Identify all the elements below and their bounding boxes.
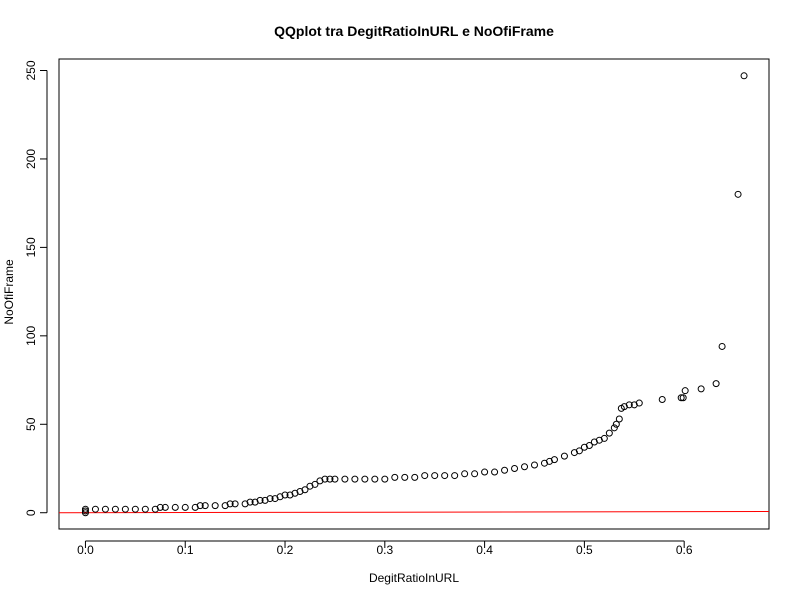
data-point xyxy=(121,505,129,513)
data-point xyxy=(341,475,349,483)
data-point xyxy=(600,434,608,442)
y-tick-label: 250 xyxy=(24,60,38,80)
data-point xyxy=(371,475,379,483)
y-tick-label: 200 xyxy=(24,149,38,169)
data-point xyxy=(171,503,179,511)
data-point xyxy=(681,387,689,395)
data-point xyxy=(481,468,489,476)
x-tick-label: 0.6 xyxy=(676,543,693,557)
data-point xyxy=(740,72,748,80)
data-point xyxy=(111,505,119,513)
data-point xyxy=(521,463,529,471)
data-point xyxy=(326,475,334,483)
x-tick-label: 0.4 xyxy=(476,543,493,557)
data-point xyxy=(246,498,254,506)
y-axis-title: NoOfiFrame xyxy=(2,259,16,325)
data-point xyxy=(301,486,309,494)
chart-title: QQplot tra DegitRatioInURL e NoOfiFrame xyxy=(274,23,554,39)
data-point xyxy=(201,502,209,510)
data-point xyxy=(331,475,339,483)
data-point xyxy=(156,503,164,511)
data-point xyxy=(550,456,558,464)
data-point xyxy=(712,380,720,388)
data-point xyxy=(451,472,459,480)
data-point xyxy=(441,472,449,480)
data-point xyxy=(560,452,568,460)
reference-line xyxy=(58,511,770,514)
data-point xyxy=(734,190,742,198)
plot-frame xyxy=(58,58,770,530)
data-point xyxy=(141,505,149,513)
data-point xyxy=(697,385,705,393)
data-point xyxy=(381,475,389,483)
data-point xyxy=(181,503,189,511)
data-point xyxy=(615,415,623,423)
x-tick-label: 0.1 xyxy=(177,543,194,557)
data-point xyxy=(679,394,687,402)
data-point xyxy=(610,424,618,432)
data-point xyxy=(401,473,409,481)
data-point xyxy=(256,496,264,504)
data-point xyxy=(91,505,99,513)
data-point xyxy=(411,473,419,481)
data-point xyxy=(231,500,239,508)
data-point xyxy=(491,468,499,476)
data-point xyxy=(718,342,726,350)
x-tick-label: 0.3 xyxy=(376,543,393,557)
data-point xyxy=(471,470,479,478)
y-tick-label: 50 xyxy=(24,417,38,431)
data-point xyxy=(211,502,219,510)
data-point xyxy=(605,429,613,437)
data-point xyxy=(677,394,685,402)
y-axis: 0 50 100 150 200 250 xyxy=(24,60,48,516)
data-points xyxy=(81,72,748,517)
data-point xyxy=(431,472,439,480)
data-point xyxy=(281,491,289,499)
data-point xyxy=(81,505,89,513)
x-tick-label: 0.5 xyxy=(576,543,593,557)
y-tick-label: 100 xyxy=(24,326,38,346)
data-point xyxy=(226,500,234,508)
data-point xyxy=(361,475,369,483)
data-point xyxy=(321,475,329,483)
data-point xyxy=(635,399,643,407)
x-axis: 0.0 0.1 0.2 0.3 0.4 0.5 0.6 xyxy=(77,540,693,557)
data-point xyxy=(612,420,620,428)
data-point xyxy=(391,473,399,481)
x-tick-label: 0.0 xyxy=(77,543,94,557)
data-point xyxy=(101,505,109,513)
data-point xyxy=(511,465,519,473)
data-point xyxy=(311,480,319,488)
x-tick-label: 0.2 xyxy=(277,543,294,557)
data-point xyxy=(575,447,583,455)
data-point xyxy=(658,396,666,404)
y-tick-label: 150 xyxy=(24,237,38,257)
data-point xyxy=(501,466,509,474)
x-axis-title: DegitRatioInURL xyxy=(369,571,459,585)
data-point xyxy=(266,495,274,503)
data-point xyxy=(461,470,469,478)
data-point xyxy=(131,505,139,513)
y-tick-label: 0 xyxy=(24,509,38,516)
data-point xyxy=(421,472,429,480)
data-point xyxy=(196,502,204,510)
data-point xyxy=(161,503,169,511)
data-point xyxy=(351,475,359,483)
data-point xyxy=(530,461,538,469)
data-point xyxy=(585,442,593,450)
data-point xyxy=(625,401,633,409)
